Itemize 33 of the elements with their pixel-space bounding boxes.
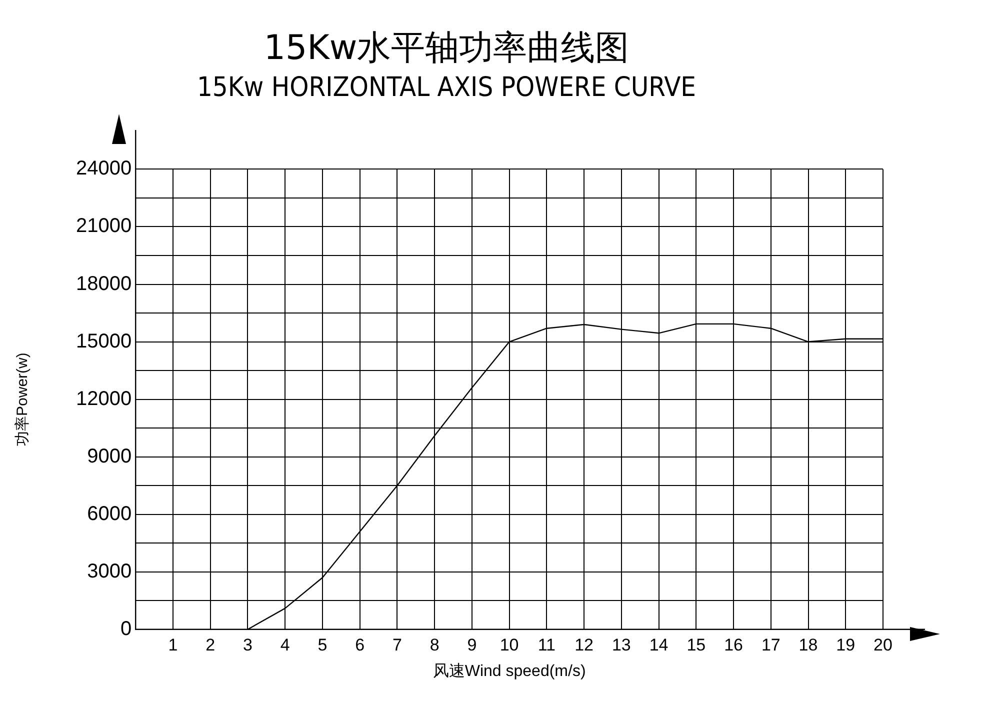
- chart-subtitle: 15Kw HORIZONTAL AXIS POWERE CURVE: [196, 72, 696, 104]
- x-tick-label: 15: [686, 635, 706, 654]
- x-tick-label: 9: [467, 635, 477, 654]
- x-tick-label: 2: [206, 635, 216, 654]
- x-tick-label: 7: [392, 635, 402, 654]
- y-tick-label: 9000: [87, 445, 132, 468]
- y-axis-title: 功率Power(w): [14, 352, 32, 446]
- x-tick-label: 19: [836, 635, 856, 654]
- x-tick-label: 20: [874, 635, 892, 654]
- y-tick-label: 24000: [76, 158, 132, 180]
- y-tick-label: 0: [120, 618, 132, 640]
- x-tick-label: 18: [798, 635, 818, 654]
- y-tick-label: 12000: [76, 388, 132, 410]
- chart-title: 15Kw水平轴功率曲线图: [264, 28, 630, 68]
- x-tick-label: 4: [280, 635, 290, 654]
- x-tick-label: 8: [430, 635, 440, 654]
- y-tick-label: 6000: [87, 502, 132, 525]
- x-tick-label: 12: [574, 635, 594, 654]
- x-tick-label: 10: [500, 635, 519, 654]
- x-tick-label: 6: [355, 635, 365, 654]
- x-tick-label: 17: [761, 635, 780, 654]
- y-tick-label: 3000: [87, 560, 132, 582]
- x-tick-label: 3: [242, 635, 252, 654]
- y-tick-label: 21000: [76, 215, 132, 238]
- y-tick-label: 15000: [76, 330, 132, 352]
- x-tick-label: 14: [649, 635, 668, 654]
- x-tick-label: 11: [538, 635, 556, 654]
- x-axis-title: 风速Wind speed(m/s): [432, 662, 586, 680]
- x-tick-label: 1: [168, 635, 178, 654]
- x-tick-label: 5: [318, 635, 328, 654]
- y-tick-label: 18000: [76, 272, 132, 295]
- x-tick-label: 13: [612, 635, 631, 654]
- x-tick-label: 16: [724, 635, 743, 654]
